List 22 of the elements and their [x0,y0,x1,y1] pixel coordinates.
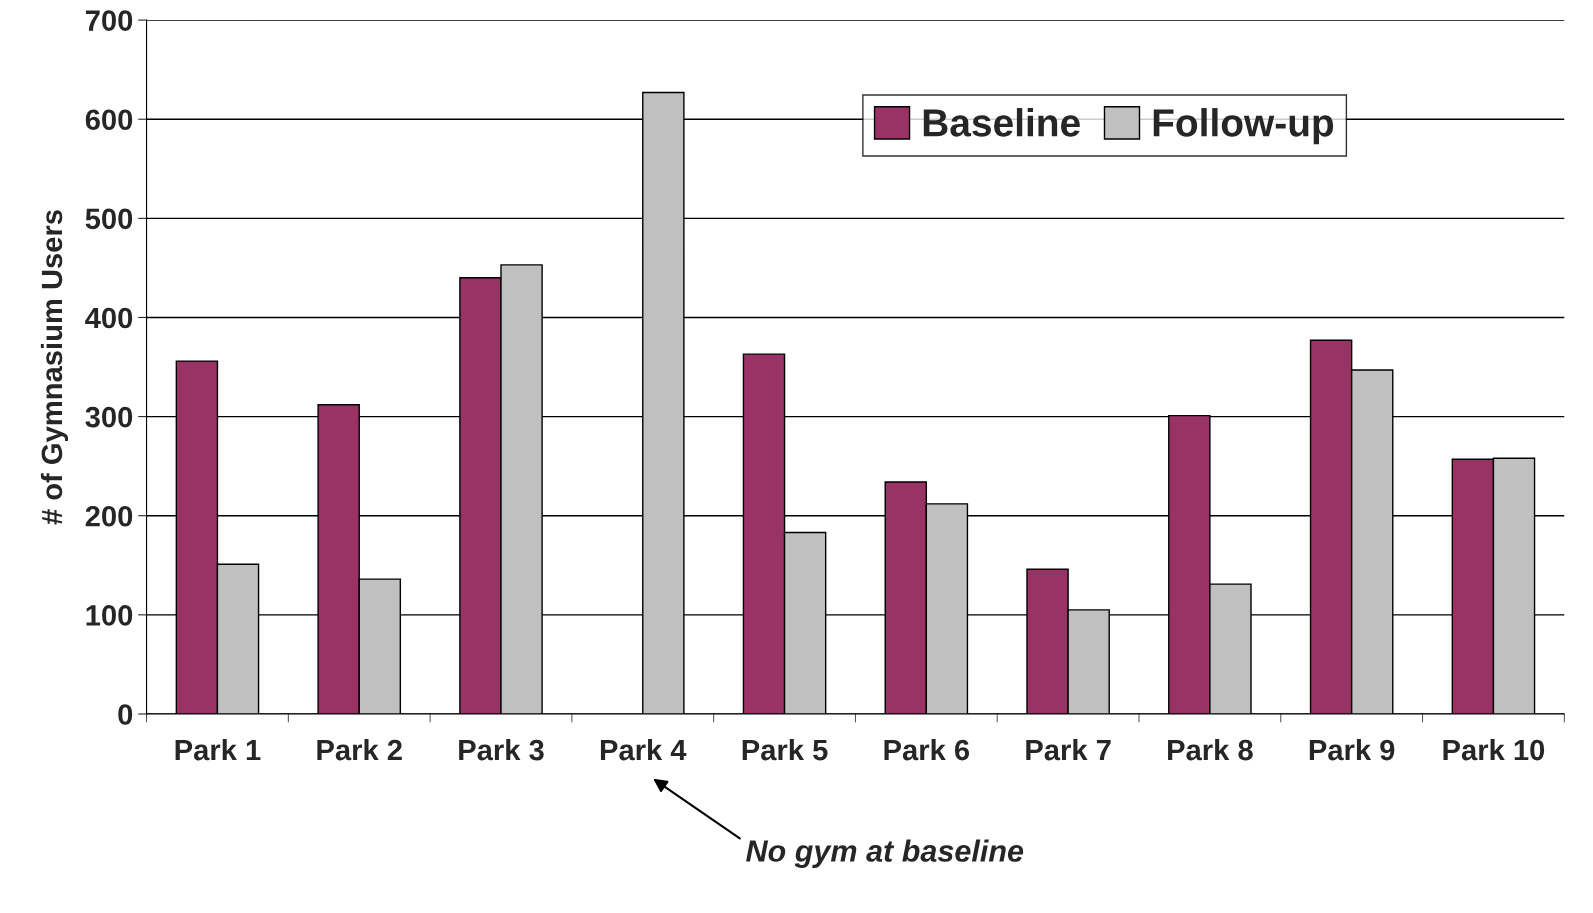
y-tick-label: 400 [85,307,133,329]
x-tick-label: Park 5 [742,738,828,761]
legend-label: Baseline [923,108,1080,137]
y-tick-label: 500 [85,208,133,230]
legend-label: Follow-up [1153,108,1334,145]
y-tick-label: 700 [85,10,133,31]
x-tick-label: Park 9 [1309,738,1395,761]
y-tick-label: 300 [85,406,133,428]
y-tick-label: 600 [85,109,133,131]
x-tick-label: Park 3 [459,738,544,761]
text: No gym at baseline [746,839,1024,868]
x-tick-label: Park 1 [175,738,261,761]
x-tick-label: Park 6 [884,738,970,761]
x-tick-label: Park 2 [317,738,402,761]
y-tick-label: 100 [86,605,133,626]
x-tick-label: Park 4 [600,738,687,761]
y-tick-label: 0 [118,704,133,725]
x-tick-label: Park 8 [1168,738,1253,761]
y-axis-title: # of Gymnasium Users [40,210,69,525]
y-tick-label: 200 [85,505,133,527]
x-tick-label: Park 7 [1026,738,1111,761]
x-tick-label: Park 10 [1443,738,1545,761]
